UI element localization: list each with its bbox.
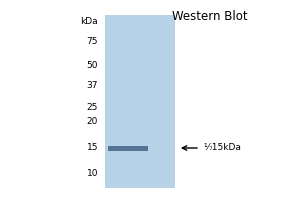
Text: ⅐15kDa: ⅐15kDa bbox=[203, 144, 241, 152]
Bar bbox=[108, 146, 148, 150]
Bar bbox=[105, 15, 175, 188]
Text: 37: 37 bbox=[86, 80, 98, 90]
Text: 20: 20 bbox=[87, 117, 98, 127]
Text: 75: 75 bbox=[86, 38, 98, 46]
Text: 50: 50 bbox=[86, 60, 98, 70]
Text: 25: 25 bbox=[87, 104, 98, 112]
Text: 10: 10 bbox=[86, 170, 98, 178]
Text: 15: 15 bbox=[86, 144, 98, 152]
Text: kDa: kDa bbox=[80, 18, 98, 26]
Text: Western Blot: Western Blot bbox=[172, 10, 248, 23]
